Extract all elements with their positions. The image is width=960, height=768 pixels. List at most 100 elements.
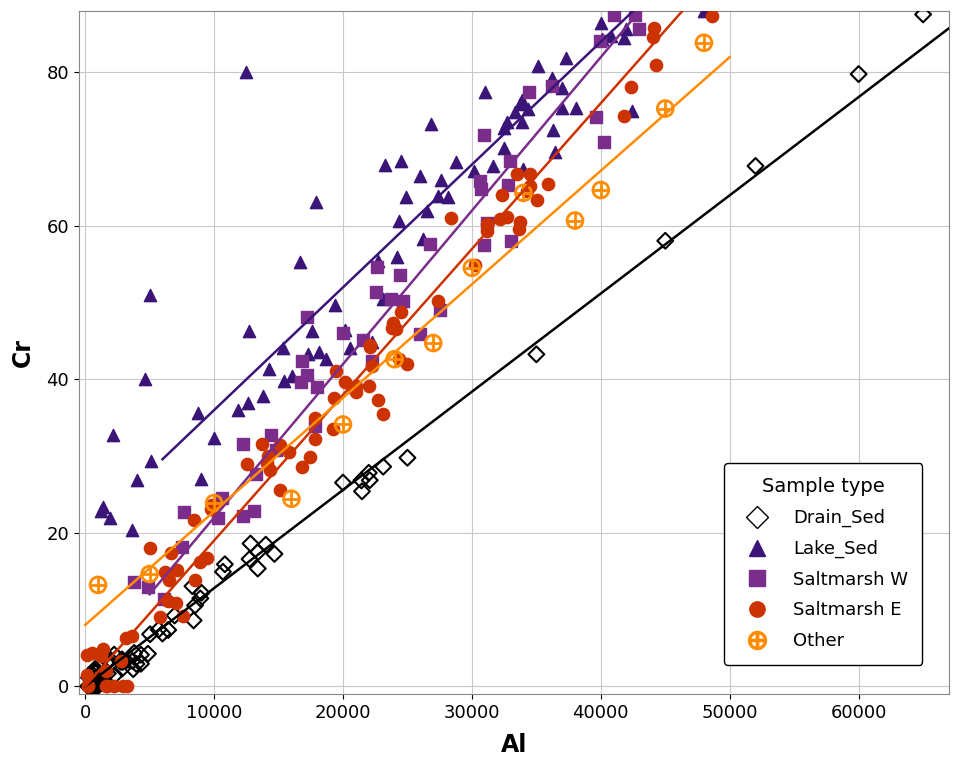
Point	[370, 254, 385, 266]
Point	[368, 286, 383, 299]
Point	[512, 223, 527, 235]
Point	[658, 102, 673, 114]
Point	[596, 136, 612, 148]
Point	[88, 676, 104, 688]
Point	[593, 17, 609, 29]
Point	[338, 376, 353, 388]
Point	[695, 0, 710, 2]
Point	[392, 214, 407, 227]
Point	[109, 651, 125, 664]
Point	[421, 238, 437, 250]
Point	[851, 68, 866, 80]
Point	[268, 444, 283, 456]
Point	[113, 656, 129, 668]
Point	[206, 497, 222, 509]
Point	[295, 356, 310, 368]
Point	[129, 658, 144, 670]
Point	[137, 373, 153, 386]
Point	[248, 468, 263, 480]
Point	[90, 680, 106, 693]
Point	[246, 505, 261, 518]
Point	[412, 170, 427, 182]
Point	[307, 412, 323, 424]
Point	[748, 160, 763, 172]
Point	[157, 566, 173, 578]
Point	[629, 0, 644, 2]
Point	[206, 497, 222, 509]
Point	[496, 122, 512, 134]
Point	[84, 678, 100, 690]
Point	[107, 680, 122, 693]
Point	[547, 147, 563, 159]
Point	[399, 358, 415, 370]
Point	[554, 102, 569, 114]
Point	[284, 492, 300, 505]
Point	[568, 101, 584, 114]
Point	[624, 104, 639, 117]
Point	[361, 467, 376, 479]
Point	[425, 337, 441, 349]
Point	[193, 592, 208, 604]
Point	[84, 680, 99, 693]
Point	[355, 334, 371, 346]
Point	[348, 380, 364, 392]
Point	[79, 669, 94, 681]
Point	[95, 643, 110, 655]
Point	[588, 111, 604, 123]
Point	[477, 86, 492, 98]
Point	[81, 680, 96, 692]
Point	[160, 594, 176, 607]
Point	[432, 304, 447, 316]
Point	[696, 37, 711, 49]
Point	[499, 211, 515, 223]
Point	[101, 655, 116, 667]
Point	[129, 475, 144, 487]
Point	[780, 0, 796, 2]
Point	[203, 502, 218, 515]
Point	[119, 680, 134, 693]
Point	[717, 0, 732, 2]
Point	[392, 353, 407, 365]
Point	[302, 451, 318, 463]
Point	[156, 593, 172, 605]
Point	[353, 475, 369, 487]
Point	[335, 326, 350, 339]
Point	[694, 0, 709, 2]
Point	[567, 214, 583, 227]
Point	[126, 576, 141, 588]
Point	[604, 30, 619, 42]
Point	[696, 5, 711, 17]
Point	[167, 609, 182, 621]
Point	[175, 610, 190, 622]
Point	[186, 514, 202, 526]
Point	[86, 680, 102, 693]
Point	[394, 306, 409, 318]
Point	[308, 195, 324, 207]
Point	[88, 667, 104, 680]
Point	[193, 472, 208, 485]
Point	[251, 562, 266, 574]
Point	[88, 667, 104, 679]
Point	[295, 461, 310, 473]
Point	[87, 663, 103, 675]
Point	[206, 432, 222, 445]
Point	[648, 59, 663, 71]
Point	[204, 499, 220, 511]
Point	[499, 116, 515, 128]
Point	[509, 167, 524, 180]
Point	[696, 37, 711, 49]
Point	[98, 680, 113, 693]
Point	[267, 548, 282, 560]
Point	[88, 664, 104, 677]
Point	[155, 627, 170, 640]
Point	[444, 212, 459, 224]
Point	[363, 339, 378, 351]
Point	[98, 665, 113, 677]
Point	[190, 407, 205, 419]
Point	[465, 262, 480, 274]
Point	[616, 32, 632, 45]
Point	[114, 662, 130, 674]
Point	[326, 392, 342, 404]
Point	[80, 680, 95, 693]
Legend: Drain_Sed, Lake_Sed, Saltmarsh W, Saltmarsh E, Other: Drain_Sed, Lake_Sed, Saltmarsh W, Saltma…	[725, 463, 923, 664]
